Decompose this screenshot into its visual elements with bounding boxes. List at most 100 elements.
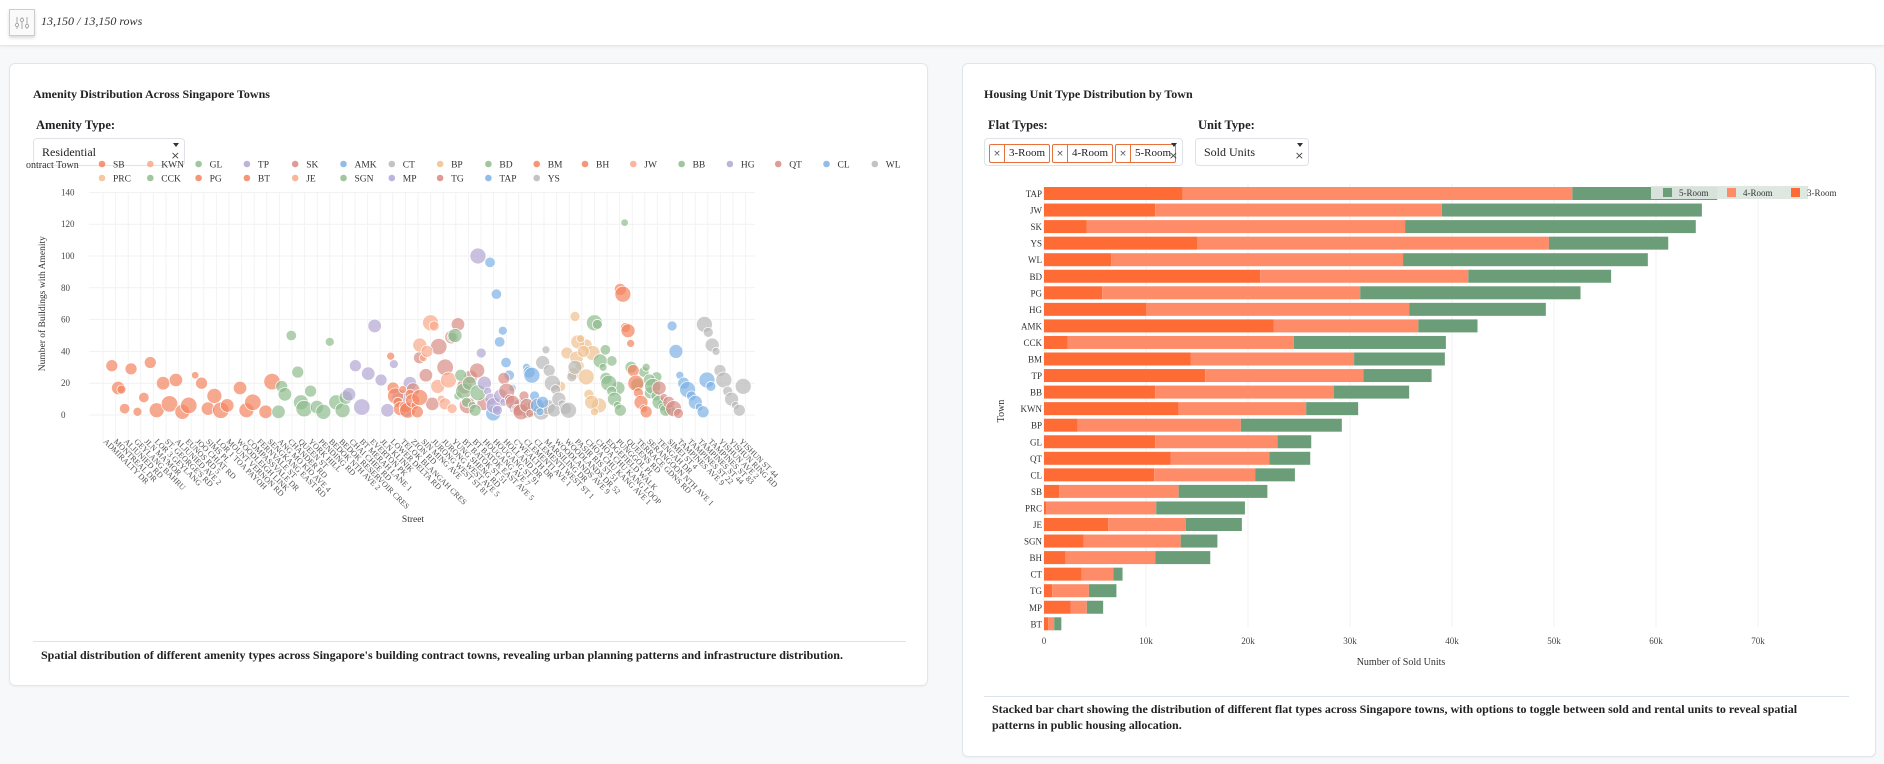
bar-segment-4-room: [1083, 534, 1181, 548]
bar-segment-4-room: [1155, 435, 1278, 449]
x-tick-label: 10k: [1139, 636, 1153, 646]
clear-icon[interactable]: ×: [1168, 149, 1178, 162]
legend-label: 5-Room: [1679, 188, 1709, 198]
y-tick-label: BM: [1028, 355, 1042, 365]
bar-segment-3-room: [1044, 220, 1087, 234]
scatter-point: [105, 359, 119, 373]
scatter-point: [454, 368, 468, 382]
legend-marker: [340, 174, 347, 182]
scatter-point: [696, 405, 710, 419]
flat-types-multiselect[interactable]: × 3-Room × 4-Room × 5-Room ×: [984, 138, 1183, 166]
bar-segment-3-room: [1044, 236, 1197, 250]
y-tick-label: JW: [1030, 206, 1043, 216]
y-tick-label: 100: [61, 251, 75, 261]
chevron-down-icon[interactable]: [173, 143, 179, 147]
unit-type-select[interactable]: Sold Units ×: [1195, 138, 1309, 166]
chevron-down-icon[interactable]: [1171, 143, 1177, 147]
flat-types-label: Flat Types:: [988, 118, 1048, 132]
legend-label: AMK: [355, 161, 377, 171]
scatter-point: [673, 408, 684, 419]
y-axis-label: Number of Buildings with Amenity: [37, 236, 48, 371]
bar-segment-5-room: [1333, 385, 1410, 399]
filter-button[interactable]: [9, 9, 35, 36]
legend-label: KWN: [161, 161, 184, 171]
bar-segment-3-room: [1044, 518, 1109, 531]
y-tick-label: 0: [61, 410, 66, 420]
legend-label: CL: [838, 161, 850, 171]
bar-segment-5-room: [1088, 584, 1117, 598]
bar-segment-5-room: [1360, 286, 1581, 300]
clear-icon[interactable]: ×: [170, 149, 180, 162]
legend-marker: [98, 160, 106, 168]
bar-segment-3-room: [1044, 302, 1146, 316]
scatter-point: [639, 405, 653, 419]
legend: 5-Room 4-Room 3-Room: [1651, 186, 1837, 199]
bar-segment-3-room: [1044, 468, 1155, 482]
amenity-panel: Amenity Distribution Across Singapore To…: [9, 63, 928, 686]
remove-chip-icon[interactable]: ×: [990, 145, 1005, 162]
bar-segment-4-room: [1108, 518, 1186, 531]
scatter-point: [420, 345, 434, 358]
gridlines: [89, 191, 755, 444]
legend-label: HG: [741, 161, 755, 171]
legend-label: TG: [451, 175, 464, 185]
scatter-point: [598, 362, 608, 372]
bar-segment-5-room: [1468, 269, 1612, 283]
legend-marker: [388, 174, 396, 182]
bar-segment-5-room: [1418, 319, 1478, 333]
legend-label: PG: [210, 175, 222, 185]
bar-segment-3-room: [1044, 319, 1274, 333]
legend-label: JE: [306, 175, 316, 185]
scatter-point: [191, 371, 200, 380]
legend-marker: [871, 160, 879, 168]
y-tick-label: JE: [1033, 520, 1043, 530]
scatter-point: [315, 403, 332, 420]
remove-chip-icon[interactable]: ×: [1053, 145, 1068, 162]
y-tick-label: KWN: [1021, 404, 1043, 414]
legend-label: JW: [644, 161, 657, 171]
bar-segment-3-room: [1044, 534, 1084, 548]
bar-segment-4-room: [1273, 319, 1419, 333]
bar-segment-4-room: [1065, 551, 1156, 565]
housing-panel: Housing Unit Type Distribution by Town F…: [962, 63, 1876, 757]
scatter-point: [535, 407, 545, 417]
bar-segment-5-room: [1255, 468, 1295, 482]
scatter-point: [295, 400, 313, 418]
scatter-point: [168, 372, 184, 388]
legend-label: SK: [306, 161, 318, 171]
y-tick-label: TP: [1031, 371, 1042, 381]
bar-segment-5-room: [1086, 600, 1104, 614]
scatter-point: [492, 404, 503, 416]
y-axis-label: Town: [996, 400, 1007, 423]
scatter-point: [525, 409, 535, 418]
y-tick-label: SGN: [1024, 537, 1043, 547]
legend-marker: [436, 174, 444, 182]
legend-label: BM: [548, 161, 563, 171]
chip-5-room: × 5-Room: [1115, 144, 1177, 163]
chevron-down-icon[interactable]: [1297, 143, 1303, 147]
x-axis-label: Street: [402, 515, 425, 525]
bar-segment-5-room: [1409, 302, 1546, 316]
scatter-points: [105, 218, 752, 422]
bar-segment-4-room: [1155, 385, 1334, 399]
scatter-point: [138, 391, 150, 404]
clear-icon[interactable]: ×: [1294, 149, 1304, 162]
housing-stacked-bar-chart: 0 10k 20k 30k 40k 50k 60k 70k Number of Sold Uni…: [996, 184, 1837, 668]
legend-label: SGN: [355, 175, 374, 185]
legend-marker: [630, 160, 637, 168]
scatter-point: [576, 345, 590, 358]
amenity-type-select[interactable]: Residential ×: [33, 138, 185, 166]
bar-segment-3-room: [1044, 335, 1068, 349]
legend-marker: [243, 174, 251, 182]
remove-chip-icon[interactable]: ×: [1116, 145, 1131, 162]
amenity-scatter-chart: 0 20 40 60 80 100 120 140 Number of Buildings wi…: [26, 160, 901, 525]
bar-segment-5-room: [1269, 451, 1311, 465]
legend-label: QT: [789, 161, 802, 171]
scatter-point: [386, 351, 396, 361]
scatter-point: [590, 407, 599, 417]
scatter-point: [361, 366, 376, 381]
bar-segment-3-room: [1044, 600, 1071, 614]
scatter-point: [124, 362, 138, 376]
legend-label: MP: [403, 175, 417, 185]
scatter-point: [620, 323, 636, 339]
